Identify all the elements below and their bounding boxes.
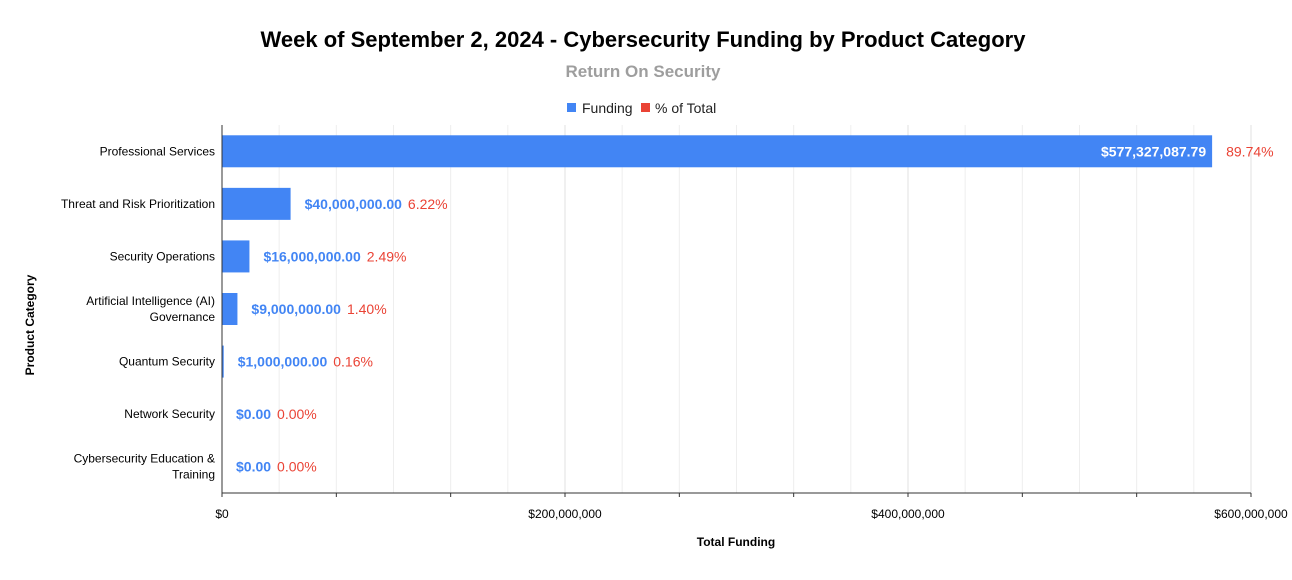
data-label-funding: $0.00 [236,406,271,422]
bar-funding [222,240,250,273]
x-tick-label: $0 [215,507,229,521]
data-label-percent: 0.00% [277,459,317,475]
chart-title: Week of September 2, 2024 - Cybersecurit… [261,27,1027,52]
category-label: Cybersecurity Education & Training [74,452,215,482]
data-label-funding: $1,000,000.00 [238,354,328,370]
gridlines [278,125,1252,493]
category-label: Network Security [124,407,215,421]
axes: $0 $200,000,000 $400,000,000 $600,000,000 Pr… [61,125,1288,521]
data-label-percent: 89.74% [1226,143,1273,159]
data-label-funding: $0.00 [236,459,271,475]
data-label-funding: $577,327,087.79 [1101,143,1206,159]
legend-swatch-1 [641,103,650,112]
bars [222,135,1213,378]
data-label-funding: $16,000,000.00 [263,248,361,264]
bar-funding [222,345,224,378]
bar-funding [222,135,1213,168]
legend-swatch-0 [567,103,576,112]
data-label-percent: 2.49% [367,248,407,264]
x-tick-label: $400,000,000 [871,507,945,521]
data-label-funding: $9,000,000.00 [251,301,341,317]
data-label-percent: 0.16% [333,354,373,370]
category-label: Artificial Intelligence (AI) Governance [86,294,215,324]
bar-funding [222,293,238,325]
x-tick-label: $200,000,000 [528,507,602,521]
legend: Funding % of Total [567,100,716,116]
chart-subtitle: Return On Security [566,62,721,81]
data-label-percent: 1.40% [347,301,387,317]
data-label-percent: 6.22% [408,196,448,212]
category-label: Security Operations [110,249,215,263]
category-label: Threat and Risk Prioritization [61,197,215,211]
legend-label-1: % of Total [655,100,716,116]
legend-label-0: Funding [582,100,633,116]
bar-funding [222,187,291,220]
data-labels: $577,327,087.79 89.74% $40,000,000.00 6.22%… [236,143,1274,474]
x-axis-title: Total Funding [697,535,775,549]
data-label-funding: $40,000,000.00 [305,196,403,212]
data-label-percent: 0.00% [277,406,317,422]
category-label: Professional Services [100,144,215,158]
category-label: Quantum Security [119,355,215,369]
x-tick-label: $600,000,000 [1214,507,1288,521]
y-axis-title: Product Category [23,274,37,375]
